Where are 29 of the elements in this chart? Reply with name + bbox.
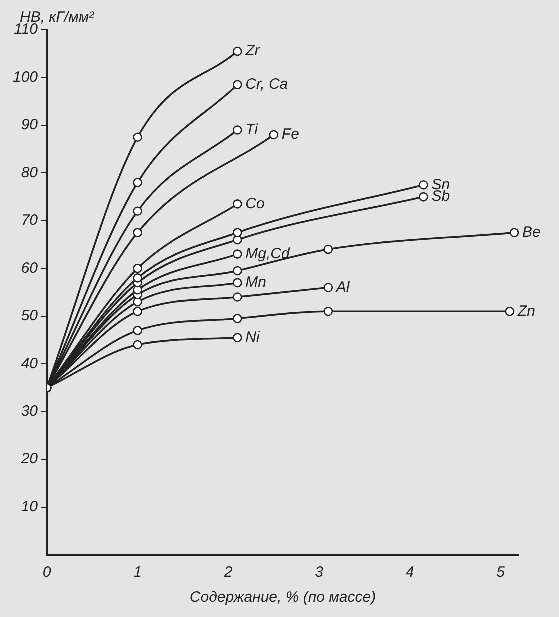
series-label: Ti: [246, 121, 259, 138]
y-tick-label: 90: [21, 116, 39, 134]
x-tick-label: 5: [496, 564, 506, 582]
y-tick-label: 70: [21, 212, 39, 230]
y-tick-label: 110: [14, 21, 39, 38]
series-label: Al: [335, 278, 350, 296]
series-label: Fe: [282, 126, 300, 144]
y-tick-label: 50: [21, 308, 39, 325]
x-tick-label: 2: [223, 564, 234, 582]
series-label: Zn: [516, 302, 536, 320]
y-tick-label: 30: [21, 402, 39, 420]
series-label: Mn: [246, 274, 266, 292]
y-tick-label: 10: [21, 498, 39, 516]
series-label: Ni: [246, 329, 260, 346]
x-axis-title: Содержание, % (по массе): [190, 589, 376, 606]
x-tick-label: 4: [406, 564, 414, 582]
y-tick-label: 80: [21, 164, 39, 182]
x-tick-label: 3: [315, 564, 324, 582]
y-tick-label: 40: [21, 355, 39, 372]
x-tick-label: 1: [134, 564, 142, 582]
y-tick-label: 20: [20, 450, 39, 468]
series-label: Cr, Ca: [246, 76, 288, 94]
y-tick-label: 100: [12, 68, 39, 86]
series-label: Co: [246, 195, 265, 212]
series-label: Zr: [244, 42, 261, 60]
series-label: Mg,Cd: [246, 245, 290, 262]
series-label: Be: [522, 224, 541, 242]
y-tick-label: 60: [21, 260, 39, 277]
x-tick-label: 0: [42, 564, 52, 582]
